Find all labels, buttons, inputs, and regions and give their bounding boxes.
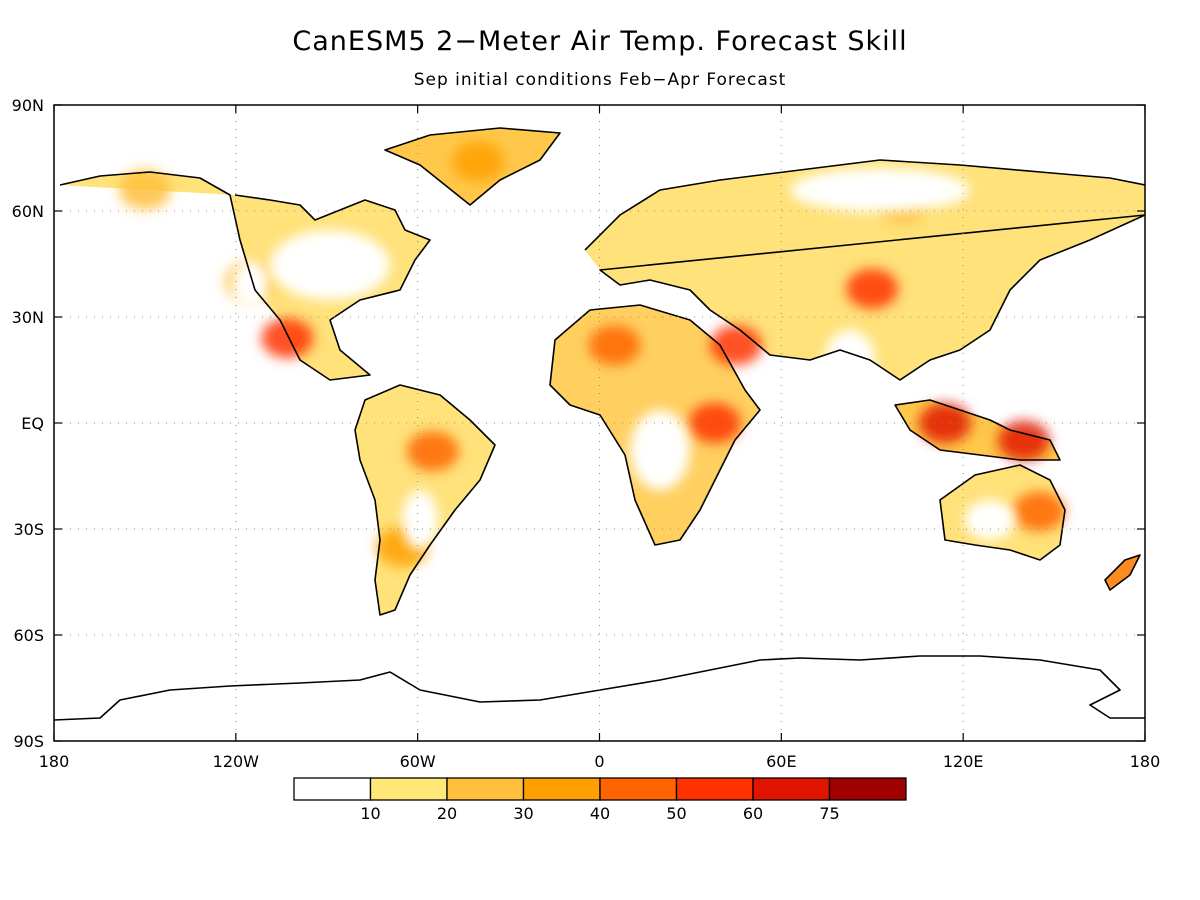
- skill-region-east-africa: [688, 403, 741, 443]
- skill-region-arabia: [709, 325, 762, 366]
- skill-region-eastern-australia: [1012, 491, 1065, 532]
- coastlines: [54, 127, 1145, 721]
- coastline-maritime-continent: [894, 399, 1061, 461]
- skill-region-central-asia: [846, 268, 899, 309]
- coastline-north-america: [59, 171, 431, 381]
- lon-tick-label: 60W: [400, 752, 436, 771]
- coastline-eurasia: [584, 159, 1145, 381]
- colorbar-swatch: [675, 777, 754, 801]
- coastline-africa: [549, 304, 761, 546]
- lon-tick-label: 180: [1130, 752, 1161, 771]
- colorbar-swatch: [293, 777, 372, 801]
- colorbar-label: 30: [513, 804, 533, 823]
- lat-tick-label: 30S: [13, 520, 44, 539]
- page-title: CanESM5 2−Meter Air Temp. Forecast Skill: [292, 26, 908, 57]
- lat-tick-label: 60N: [12, 202, 44, 221]
- low-skill-areas: [232, 168, 1015, 550]
- colorbar: 10 20 30 40 50 60 75: [293, 777, 907, 823]
- lat-tick-label: 90S: [13, 732, 44, 751]
- lat-tick-label: 90N: [12, 96, 44, 115]
- colorbar-swatch: [752, 777, 831, 801]
- lat-tick-label: 60S: [13, 626, 44, 645]
- skill-region-sahara: [588, 325, 641, 366]
- colorbar-swatch: [828, 777, 907, 801]
- colorbar-label: 20: [437, 804, 457, 823]
- colorbar-swatch: [369, 777, 448, 801]
- lon-tick-label: 60E: [766, 752, 796, 771]
- lat-tick-label: EQ: [21, 414, 44, 433]
- lon-tick-label: 120E: [943, 752, 984, 771]
- skill-region-alaska-yukon: [118, 169, 171, 210]
- new-zealand-shading: [1105, 555, 1140, 590]
- coastline-australia: [939, 464, 1066, 561]
- lon-tick-label: 180: [39, 752, 70, 771]
- north-america-shading: [60, 172, 430, 380]
- colorbar-swatch: [599, 777, 678, 801]
- colorbar-label: 40: [590, 804, 610, 823]
- coastline-new-zealand: [1104, 554, 1141, 591]
- colorbar-swatch: [446, 777, 525, 801]
- lat-tick-label: 30N: [12, 308, 44, 327]
- skill-region-greenland: [452, 141, 505, 182]
- skill-region-borneo: [918, 403, 971, 443]
- colorbar-label: 50: [666, 804, 686, 823]
- land-skill-shading: [60, 128, 1145, 615]
- page-subtitle: Sep initial conditions Feb−Apr Forecast: [413, 70, 787, 90]
- coastline-antarctica: [54, 655, 1145, 721]
- skill-region-amazon: [406, 431, 459, 472]
- colorbar-swatch: [522, 777, 601, 801]
- coastline-south-america: [354, 384, 496, 616]
- colorbar-label: 75: [819, 804, 839, 823]
- coastline-greenland: [384, 127, 561, 206]
- colorbar-label: 10: [360, 804, 380, 823]
- colorbar-label: 60: [743, 804, 763, 823]
- skill-region-new-guinea: [997, 420, 1050, 461]
- lon-tick-label: 120W: [213, 752, 260, 771]
- skill-region-mexico: [261, 318, 314, 359]
- lon-tick-label: 0: [594, 752, 604, 771]
